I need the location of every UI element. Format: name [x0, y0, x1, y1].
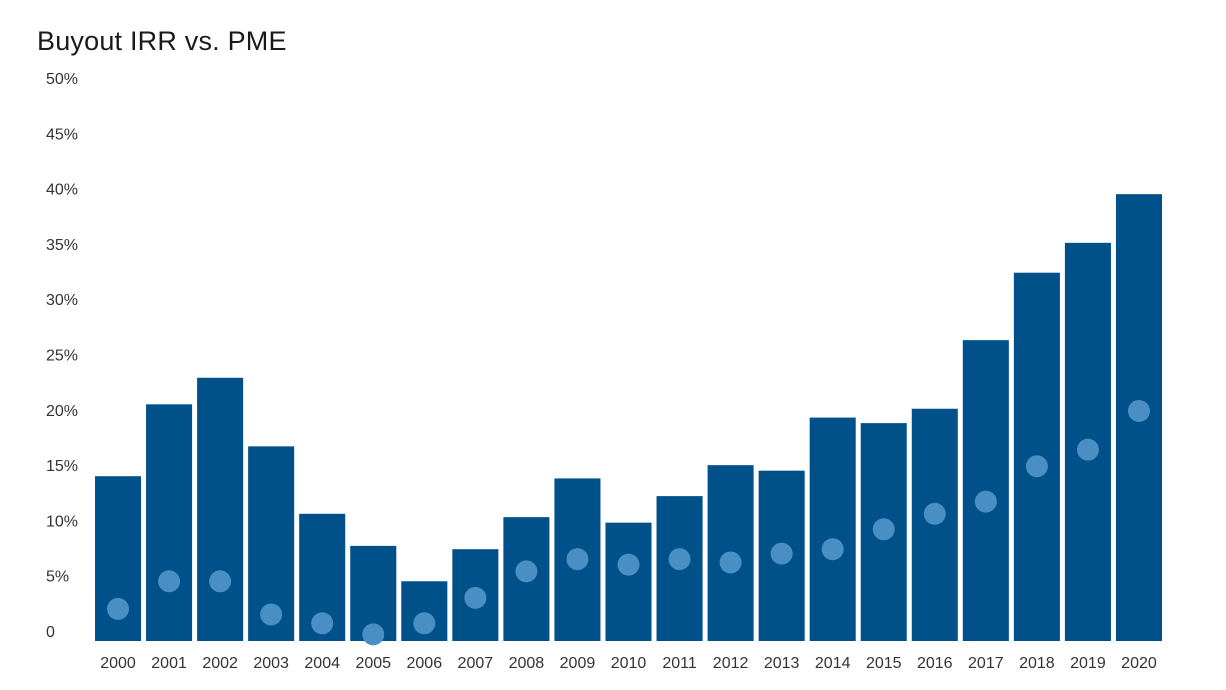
- y-tick-label: 25%: [46, 348, 78, 365]
- bar-2016: [911, 408, 958, 641]
- dot-2001: [158, 570, 181, 593]
- x-tick-label: 2014: [815, 655, 851, 672]
- y-tick-label: 45%: [46, 126, 78, 143]
- x-tick-label: 2017: [968, 655, 1004, 672]
- x-tick-label: 2001: [151, 655, 187, 672]
- x-tick-label: 2005: [355, 655, 391, 672]
- dot-2014: [821, 538, 844, 561]
- dot-2003: [260, 603, 283, 626]
- x-tick-label: 2015: [866, 655, 902, 672]
- x-tick-label: 2018: [1019, 655, 1055, 672]
- y-tick-label: 50%: [46, 71, 78, 88]
- x-tick-label: 2006: [407, 655, 443, 672]
- dot-2004: [311, 612, 334, 635]
- dot-2019: [1076, 438, 1099, 461]
- y-tick-label: 15%: [46, 458, 78, 475]
- dot-2012: [719, 551, 742, 574]
- x-axis: 2000 2001 2002 2003 2004 2005 2006 2007 2008 2009…: [100, 655, 1157, 672]
- dot-2007: [464, 586, 487, 609]
- x-tick-label: 2000: [100, 655, 136, 672]
- dot-2010: [617, 553, 640, 576]
- x-tick-label: 2010: [611, 655, 647, 672]
- y-axis: 0 5% 10% 15% 20% 25% 30% 35% 40% 45% 50%: [46, 71, 78, 641]
- dot-2011: [668, 548, 691, 571]
- dot-2009: [566, 548, 589, 571]
- dot-2006: [413, 612, 436, 635]
- y-tick-label: 0: [46, 624, 55, 641]
- y-tick-label: 10%: [46, 513, 78, 530]
- x-tick-label: 2004: [304, 655, 340, 672]
- x-tick-label: 2009: [560, 655, 596, 672]
- x-tick-label: 2002: [202, 655, 238, 672]
- dot-2017: [974, 490, 997, 513]
- dot-2013: [770, 542, 793, 565]
- dot-2015: [872, 518, 895, 541]
- bar-2001: [146, 404, 193, 641]
- y-tick-label: 35%: [46, 237, 78, 254]
- y-tick-label: 20%: [46, 403, 78, 420]
- chart-title: Buyout IRR vs. PME: [37, 26, 287, 56]
- bar-2002: [197, 377, 244, 641]
- dot-2008: [515, 560, 538, 583]
- x-tick-label: 2008: [509, 655, 545, 672]
- bar-2010: [605, 522, 652, 641]
- x-tick-label: 2007: [458, 655, 494, 672]
- x-tick-label: 2019: [1070, 655, 1106, 672]
- y-tick-label: 40%: [46, 182, 78, 199]
- x-tick-label: 2016: [917, 655, 953, 672]
- dot-2020: [1127, 399, 1150, 422]
- x-tick-label: 2003: [253, 655, 289, 672]
- dot-series: [107, 399, 1150, 646]
- y-tick-label: 5%: [46, 569, 69, 586]
- x-tick-label: 2011: [662, 655, 697, 672]
- dot-2018: [1025, 455, 1048, 478]
- x-tick-label: 2013: [764, 655, 800, 672]
- bar-2014: [809, 417, 856, 641]
- dot-2002: [209, 570, 232, 593]
- dot-2000: [107, 597, 130, 620]
- bar-2017: [962, 340, 1009, 641]
- dot-2016: [923, 502, 946, 525]
- dot-2005: [362, 623, 385, 646]
- y-tick-label: 30%: [46, 292, 78, 309]
- x-tick-label: 2012: [713, 655, 749, 672]
- x-tick-label: 2020: [1121, 655, 1157, 672]
